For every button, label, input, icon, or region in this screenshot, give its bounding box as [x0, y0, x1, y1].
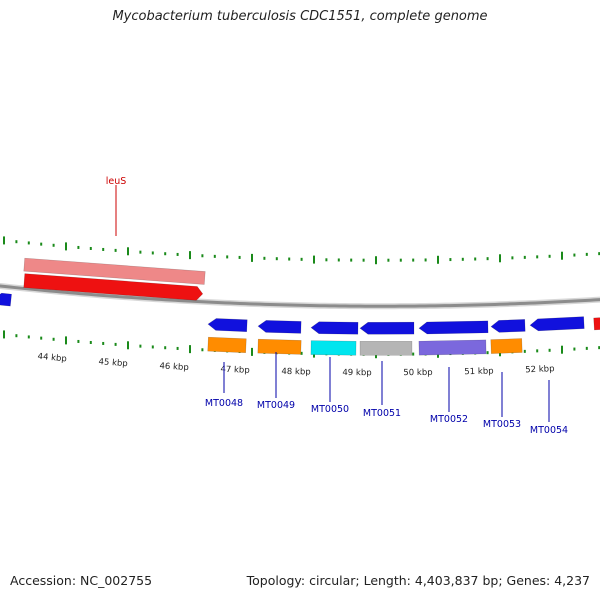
- genome-summary-text: Topology: circular; Length: 4,403,837 bp…: [246, 573, 590, 588]
- mt0051-gene-arrow: [359, 321, 415, 335]
- ruler-label: 49 kbp: [342, 368, 371, 378]
- ruler-label: 44 kbp: [37, 352, 67, 365]
- ruler-label: 47 kbp: [220, 365, 250, 376]
- mt0053-cds-bar: [490, 338, 523, 354]
- leus-label: leuS: [106, 176, 127, 187]
- mt0048-gene-arrow: [207, 318, 248, 333]
- leuS-gene-arrow: [23, 273, 204, 301]
- ruler-label: 51 kbp: [464, 367, 493, 378]
- mt0054-gene-arrow: [529, 316, 585, 332]
- mt0049-label: MT0049: [257, 400, 295, 411]
- mt0050-gene-arrow: [310, 321, 359, 335]
- leuS-cds-bar: [23, 257, 206, 285]
- mt0050-cds-bar: [310, 340, 357, 356]
- ruler-label: 46 kbp: [159, 361, 189, 373]
- mt0051-label: MT0051: [363, 408, 401, 419]
- mt0052-cds-bar: [418, 339, 487, 356]
- map-title: Mycobacterium tuberculosis CDC1551, comp…: [112, 9, 488, 24]
- ruler-label: 50 kbp: [403, 368, 432, 378]
- ruler-label: 52 kbp: [525, 364, 555, 375]
- ruler-label: 48 kbp: [281, 367, 310, 378]
- genome-backbone: [0, 284, 600, 308]
- mt0048-label: MT0048: [205, 398, 243, 409]
- mt0051-cds-bar: [359, 340, 413, 356]
- ruler-label: 45 kbp: [98, 357, 128, 369]
- mt0053-gene-arrow: [490, 319, 526, 333]
- left-edge-gene-arrow: [0, 292, 12, 307]
- right-edge-gene-arrow: [593, 317, 600, 331]
- mt0053-label: MT0053: [483, 419, 521, 430]
- accession-text: Accession: NC_002755: [10, 573, 153, 588]
- mt0048-cds-bar: [207, 336, 247, 353]
- mt0049-cds-bar: [257, 338, 302, 355]
- mt0054-label: MT0054: [530, 425, 568, 436]
- mt0052-gene-arrow: [418, 320, 489, 335]
- mt0050-label: MT0050: [311, 404, 349, 415]
- mt0049-gene-arrow: [257, 320, 302, 334]
- mt0052-label: MT0052: [430, 414, 468, 425]
